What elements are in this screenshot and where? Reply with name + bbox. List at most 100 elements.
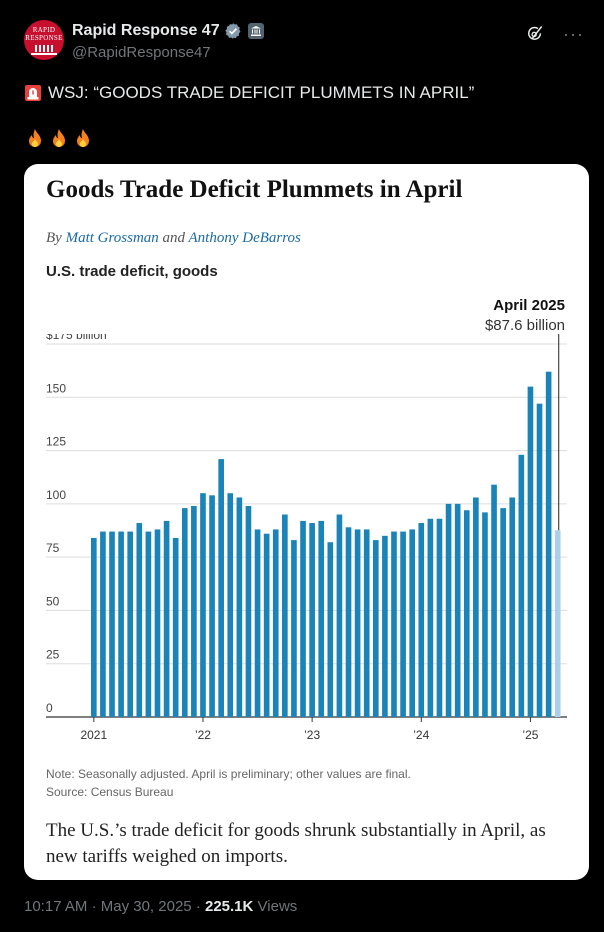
- x-tick-label: ’23: [304, 728, 320, 742]
- bar: [145, 531, 152, 717]
- chart-source-line: Source: Census Bureau: [46, 785, 174, 799]
- bar: [409, 529, 416, 717]
- bar: [354, 529, 361, 717]
- bar: [345, 527, 352, 717]
- bar: [545, 371, 552, 717]
- y-tick-label: 150: [46, 381, 66, 395]
- fire-icon: [29, 129, 41, 147]
- bar: [363, 529, 370, 717]
- emoji-line: [24, 128, 94, 150]
- x-tick-label: ’24: [413, 728, 429, 742]
- bar: [272, 529, 279, 717]
- embedded-article-image[interactable]: Goods Trade Deficit Plummets in April By…: [24, 164, 589, 880]
- bar: [291, 540, 297, 717]
- bar: [309, 523, 315, 717]
- bar: [218, 459, 224, 717]
- bar: [282, 514, 288, 717]
- bar: [109, 531, 115, 717]
- tweet-text: WSJ: “GOODS TRADE DEFICIT PLUMMETS IN AP…: [24, 82, 474, 104]
- bar: [382, 535, 388, 717]
- bar: [181, 508, 188, 717]
- verified-badge-icon: [224, 23, 241, 39]
- author-name-row: Rapid Response 47: [72, 22, 264, 40]
- siren-emoji-icon: [25, 85, 41, 101]
- grok-icon[interactable]: [525, 24, 545, 44]
- bar: [154, 529, 161, 717]
- bar: [254, 529, 261, 717]
- bar: [136, 523, 143, 717]
- bar: [336, 514, 343, 717]
- bar: [527, 386, 534, 717]
- tweet-date[interactable]: May 30, 2025: [100, 898, 192, 915]
- bar: [509, 497, 516, 717]
- tweet-meta: 10:17 AM · May 30, 2025 · 225.1K Views: [24, 898, 298, 915]
- x-tick-label: ’25: [522, 728, 538, 742]
- bar: [100, 531, 106, 717]
- bar: [491, 484, 497, 717]
- tweet-actions-top: ···: [525, 24, 584, 44]
- bar: [263, 533, 270, 717]
- chart-title: U.S. trade deficit, goods: [46, 263, 218, 280]
- bar: [163, 520, 170, 717]
- author-link-1: Matt Grossman: [65, 230, 159, 246]
- y-tick-label: $175 billion: [46, 334, 107, 342]
- bar: [463, 510, 470, 717]
- avatar[interactable]: RAPID RESPONSE: [24, 20, 64, 60]
- article-title: Goods Trade Deficit Plummets in April: [46, 176, 463, 203]
- bar: [227, 493, 234, 717]
- bar: [554, 530, 561, 717]
- x-tick-label: ’22: [195, 728, 211, 742]
- bar: [191, 505, 197, 717]
- bar: [473, 497, 479, 717]
- bar: [209, 495, 215, 717]
- x-tick-label: 2021: [80, 728, 107, 742]
- fire-icon: [77, 129, 89, 147]
- bar: [200, 493, 206, 717]
- bar: [91, 537, 97, 717]
- y-tick-label: 0: [46, 701, 53, 715]
- bar: [500, 508, 506, 717]
- author-link-2: Anthony DeBarros: [188, 230, 301, 246]
- building-icon: [35, 44, 53, 52]
- bar: [454, 503, 461, 717]
- bar: [536, 403, 543, 717]
- chart-annotation-date: April 2025: [493, 297, 565, 314]
- tweet-body: WSJ: “GOODS TRADE DEFICIT PLUMMETS IN AP…: [48, 83, 475, 102]
- avatar-logo-text: RAPID RESPONSE: [25, 25, 63, 42]
- bar: [518, 454, 525, 717]
- bar: [445, 503, 452, 717]
- y-tick-label: 100: [46, 488, 66, 502]
- bar: [245, 505, 252, 717]
- chart-note: Note: Seasonally adjusted. April is prel…: [46, 765, 411, 801]
- article-caption: The U.S.’s trade deficit for goods shrun…: [46, 820, 546, 867]
- chart-annotation-value: $87.6 billion: [484, 317, 565, 334]
- y-tick-label: 50: [46, 594, 60, 608]
- tweet-time[interactable]: 10:17 AM: [24, 898, 88, 915]
- bar: [482, 512, 488, 717]
- views-count: 225.1K: [204, 898, 254, 915]
- account-handle[interactable]: @RapidResponse47: [72, 44, 211, 61]
- chart-note-line: Note: Seasonally adjusted. April is prel…: [46, 767, 411, 781]
- bar: [427, 518, 434, 717]
- bar: [300, 520, 306, 717]
- bar: [436, 518, 443, 717]
- bar: [327, 542, 334, 717]
- views-label: Views: [257, 898, 298, 915]
- bar: [172, 537, 179, 717]
- y-tick-label: 25: [46, 648, 60, 662]
- y-tick-label: 125: [46, 435, 66, 449]
- bar: [318, 520, 325, 717]
- government-badge-icon: [247, 23, 264, 39]
- bar: [127, 531, 134, 717]
- bar: [400, 531, 406, 717]
- fire-icon: [53, 129, 65, 147]
- bar: [118, 531, 124, 717]
- article-byline: By Matt Grossman and Anthony DeBarros: [46, 230, 301, 246]
- bar: [236, 497, 243, 717]
- bar-chart: $175 billion 150 125 100 75 50 25 0 2021 ’22 ’23 ’2…: [46, 334, 567, 742]
- bar: [418, 523, 425, 717]
- bar: [372, 540, 379, 717]
- display-name[interactable]: Rapid Response 47: [72, 22, 220, 39]
- more-options-icon[interactable]: ···: [563, 24, 584, 44]
- bar: [391, 531, 397, 717]
